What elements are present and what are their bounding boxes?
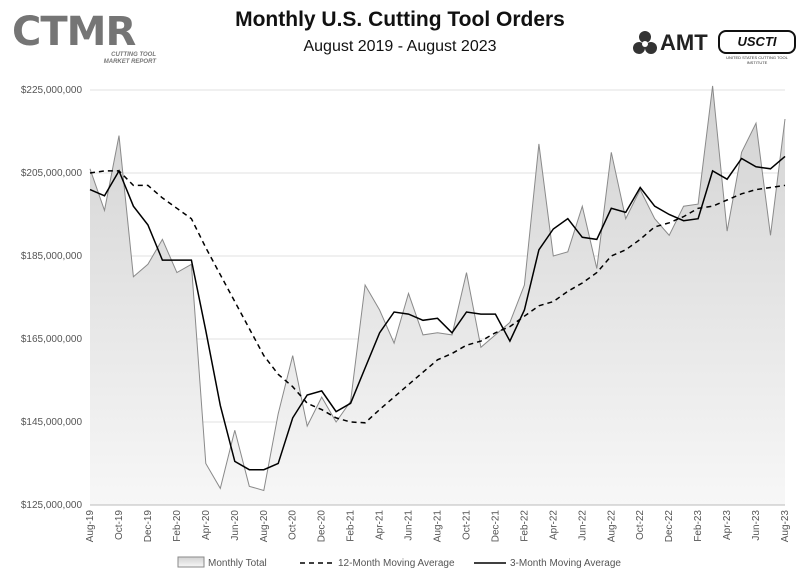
y-tick-label: $125,000,000	[21, 500, 83, 511]
x-tick-label: Jun-22	[577, 510, 588, 541]
x-tick-label: Feb-23	[693, 510, 704, 542]
monthly-total-area	[90, 85, 785, 506]
y-tick-label: $185,000,000	[21, 251, 83, 262]
x-tick-label: Jun-21	[404, 510, 415, 541]
x-tick-label: Dec-22	[664, 510, 675, 543]
chart-title: Monthly U.S. Cutting Tool Orders	[235, 8, 565, 31]
x-tick-label: Jun-20	[230, 510, 241, 541]
x-tick-label: Apr-20	[201, 510, 212, 540]
y-tick-label: $225,000,000	[21, 85, 83, 96]
usct-logo-tagline: UNITED STATES CUTTING TOOL INSTITUTE	[726, 55, 788, 65]
x-tick-label: Apr-22	[548, 510, 559, 540]
x-tick-label: Apr-21	[375, 510, 386, 540]
x-tick-label: Aug-20	[259, 510, 270, 543]
x-tick-label: Feb-20	[172, 510, 183, 542]
y-tick-label: $145,000,000	[21, 417, 83, 428]
y-tick-label: $205,000,000	[21, 168, 83, 179]
x-tick-label: Dec-19	[143, 510, 154, 543]
x-tick-label: Feb-21	[346, 510, 357, 542]
x-tick-label: Feb-22	[519, 510, 530, 542]
legend-label-12-month: 12-Month Moving Average	[338, 558, 455, 569]
x-tick-label: Jun-23	[751, 510, 762, 541]
legend-label-3-month: 3-Month Moving Average	[510, 558, 621, 569]
moving-average-3-line	[89, 155, 786, 471]
x-tick-label: Aug-23	[780, 510, 791, 543]
legend-label-monthly-total: Monthly Total	[208, 558, 267, 569]
x-tick-label: Aug-22	[606, 510, 617, 543]
x-tick-label: Oct-22	[635, 510, 646, 540]
x-tick-label: Dec-20	[317, 510, 328, 543]
x-tick-label: Aug-21	[433, 510, 444, 543]
x-tick-label: Aug-19	[85, 510, 96, 543]
moving-average-12-line	[89, 170, 786, 424]
x-tick-label: Oct-21	[461, 510, 472, 540]
usct-logo-text: USCTI	[718, 30, 796, 54]
x-tick-label: Oct-20	[288, 510, 299, 540]
amt-trefoil-icon	[633, 31, 657, 54]
amt-usct-logos: AMT USCTI UNITED STATES CUTTING TOOL INS…	[632, 28, 797, 65]
x-tick-label: Oct-19	[114, 510, 125, 540]
legend-swatch-monthly-total	[177, 556, 205, 568]
x-tick-label: Apr-23	[722, 510, 733, 540]
amt-logo-text: AMT	[660, 30, 708, 55]
ctmr-logo-letters: CTMR	[12, 9, 136, 55]
ctmr-logo-tagline: CUTTING TOOL MARKET REPORT	[103, 52, 156, 65]
monthly-total-line	[89, 85, 786, 492]
chart-subtitle: August 2019 - August 2023	[303, 38, 497, 55]
y-tick-label: $165,000,000	[21, 334, 83, 345]
ctmr-logo: CTMR CUTTING TOOL MARKET REPORT	[12, 9, 156, 70]
x-tick-label: Dec-21	[490, 510, 501, 543]
